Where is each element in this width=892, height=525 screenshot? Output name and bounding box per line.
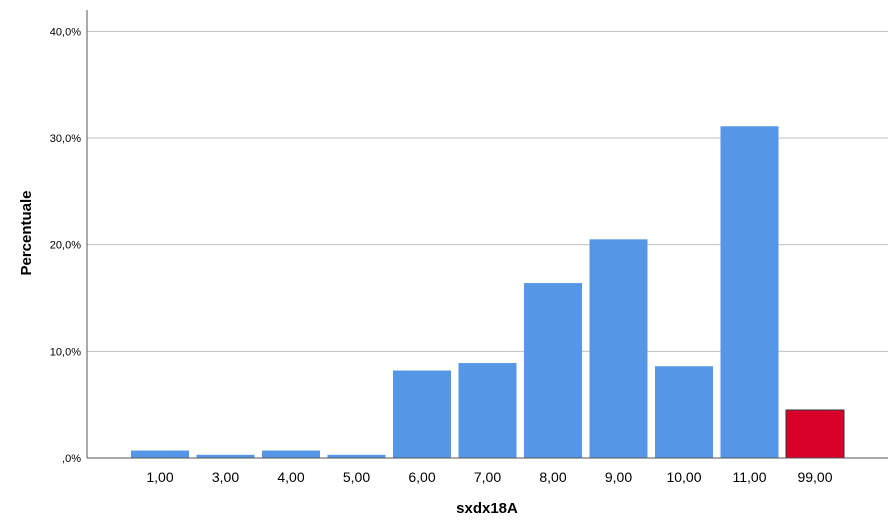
bars — [131, 126, 845, 459]
x-tick-label: 7,00 — [474, 469, 501, 485]
x-tick-label: 5,00 — [343, 469, 370, 485]
x-tick-label: 6,00 — [408, 469, 435, 485]
x-tick-label: 99,00 — [797, 469, 832, 485]
y-tick-labels: ,0% 10,0% 20,0% 30,0% 40,0% — [50, 26, 81, 465]
x-tick-label: 9,00 — [605, 469, 632, 485]
bar-8,00 — [524, 283, 582, 458]
y-tick-label: 10,0% — [50, 346, 81, 358]
bar-6,00 — [393, 370, 451, 458]
x-axis-label: sxdx18A — [456, 500, 518, 517]
x-tick-labels: 1,00 3,00 4,00 5,00 6,00 7,00 8,00 9,00 10,00 11,… — [146, 469, 832, 485]
bar-7,00 — [458, 363, 517, 458]
x-tick-label: 3,00 — [212, 469, 239, 485]
axes — [86, 10, 888, 459]
y-tick-label: 30,0% — [50, 133, 81, 145]
bar-9,00 — [589, 239, 648, 458]
y-tick-label: ,0% — [62, 453, 81, 465]
x-tick-label: 4,00 — [277, 469, 304, 485]
bar-11,00 — [720, 126, 779, 459]
x-tick-label: 10,00 — [666, 469, 701, 485]
x-tick-label: 11,00 — [733, 469, 767, 485]
y-tick-label: 20,0% — [50, 240, 81, 252]
bar-3,00 — [196, 454, 255, 458]
bar-5,00 — [327, 454, 386, 458]
bar-4,00 — [262, 450, 320, 458]
bar-99,00 — [785, 409, 845, 459]
x-tick-label: 8,00 — [539, 469, 566, 485]
x-tick-label: 1,00 — [146, 469, 173, 485]
bar-10,00 — [655, 366, 713, 458]
y-axis-label: Percentuale — [18, 190, 35, 275]
y-tick-label: 40,0% — [50, 26, 81, 38]
bar-1,00 — [131, 450, 189, 458]
